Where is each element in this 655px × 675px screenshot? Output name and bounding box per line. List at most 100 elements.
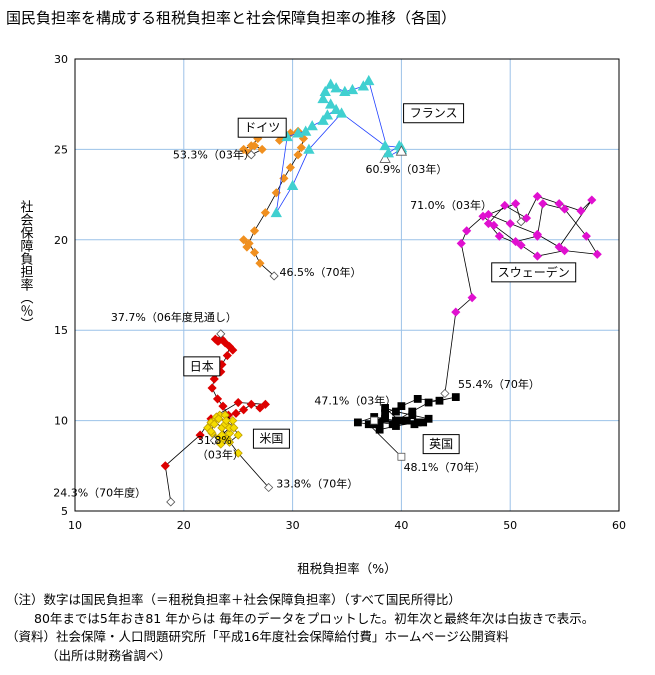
data-label: 24.3%（70年度） [53,486,146,500]
data-point [560,246,570,256]
data-point [317,114,329,125]
data-point [239,405,249,415]
series-スウェーデン: 55.4%（70年） 71.0%（03年） [410,191,602,399]
data-point [483,209,494,220]
country-label: 日本 [183,356,221,377]
data-point [395,145,408,156]
y-tick-label: 15 [54,324,68,337]
data-label: 60.9%（03年） [365,162,447,176]
data-point [395,416,404,425]
data-point [257,144,267,154]
data-point [339,85,351,96]
country-label-box [422,434,460,455]
data-point [532,251,542,261]
data-point [576,206,586,216]
data-point [264,482,274,493]
data-point [233,448,243,458]
data-point [516,217,526,227]
country-label-text: ドイツ [244,121,280,135]
x-tick-label: 30 [286,519,300,532]
data-point [554,199,564,209]
data-point [224,428,235,438]
series-line [444,195,598,394]
plot-area [74,58,620,512]
data-point [335,107,348,118]
data-point [216,329,226,339]
series-英国: 48.1%（70年） 47.1%（03年） [314,393,486,474]
data-point [246,150,256,160]
data-point [255,403,265,413]
country-label-text: 米国 [259,432,283,446]
data-point [370,416,379,425]
data-label: 47.1%（03年） [314,393,396,407]
data-point [505,218,515,229]
country-label-text: スウェーデン [498,264,570,279]
country-label-box [237,117,287,138]
country-label: 米国 [252,428,290,449]
data-point [195,430,205,440]
data-point [166,497,176,507]
data-point [229,423,239,433]
data-point [397,402,406,411]
plot-border [74,58,620,512]
data-label: 55.4%（70年） [458,377,540,391]
series-日本: 24.3%（70年度） 37.7%（06年度見通し） [53,310,270,507]
data-point [233,430,243,440]
note-definition: （注）数字は国民負担率（＝租税負担率＋社会保障負担率）（すべて国民所得比） [6,592,461,607]
data-point [560,204,570,214]
data-point [303,143,315,154]
data-point [319,85,331,96]
chart-canvas: 10 20 30 40 50 6051015202530租税負担率（%）社会保障負担率（％… [18,53,627,576]
data-point [357,80,369,91]
data-point [207,383,217,393]
data-point [381,404,389,412]
country-label: フランス [403,103,465,124]
data-point [285,162,295,173]
data-point [467,293,477,303]
data-point [346,83,359,95]
data-point [325,78,337,89]
y-axis-label: 社会保障負担率（％） [18,199,34,330]
data-point [255,258,265,268]
data-label: 71.0%（03年） [410,198,492,212]
data-point [160,461,170,471]
data-point [246,399,256,409]
data-point [228,345,238,355]
data-point [249,141,260,151]
country-label-text: フランス [410,106,458,120]
data-point [353,418,362,427]
data-point [375,425,384,434]
data-label: 37.7%（06年度見通し） [111,310,237,324]
data-point [224,437,235,447]
data-label: 48.1%（70年） [404,460,486,474]
data-point [260,399,270,409]
country-label-text: 日本 [190,359,214,373]
data-point [581,231,591,241]
chart-title: 国民負担率を構成する租税負担率と社会保障負担率の推移（各国） [6,9,457,27]
data-point [532,191,542,201]
data-point [424,398,433,407]
data-point [212,394,223,404]
country-label-box [252,428,290,449]
data-point [440,388,450,399]
country-label-text: 英国 [429,437,453,451]
data-point [500,200,510,211]
x-axis-label: 租税負担率（%） [297,561,396,576]
data-point [451,393,460,401]
data-point [239,144,249,154]
data-point [397,452,406,461]
data-point [269,271,279,281]
data-point [516,240,526,250]
data-point [299,125,312,136]
data-point [233,397,243,408]
x-tick-label: 40 [394,519,408,532]
data-point [521,213,532,223]
note-origin: （出所は財務省調べ） [46,647,172,663]
country-label-box [403,103,465,124]
note-source: （資料）社会保障・人口問題研究所「平成16年度社会保障給付費」ホームページ公開資… [6,629,509,644]
data-label: 33.8%（70年） [276,476,358,490]
data-point [587,195,597,205]
data-point [462,226,472,236]
data-point [249,226,260,236]
y-tick-label: 20 [54,234,68,247]
